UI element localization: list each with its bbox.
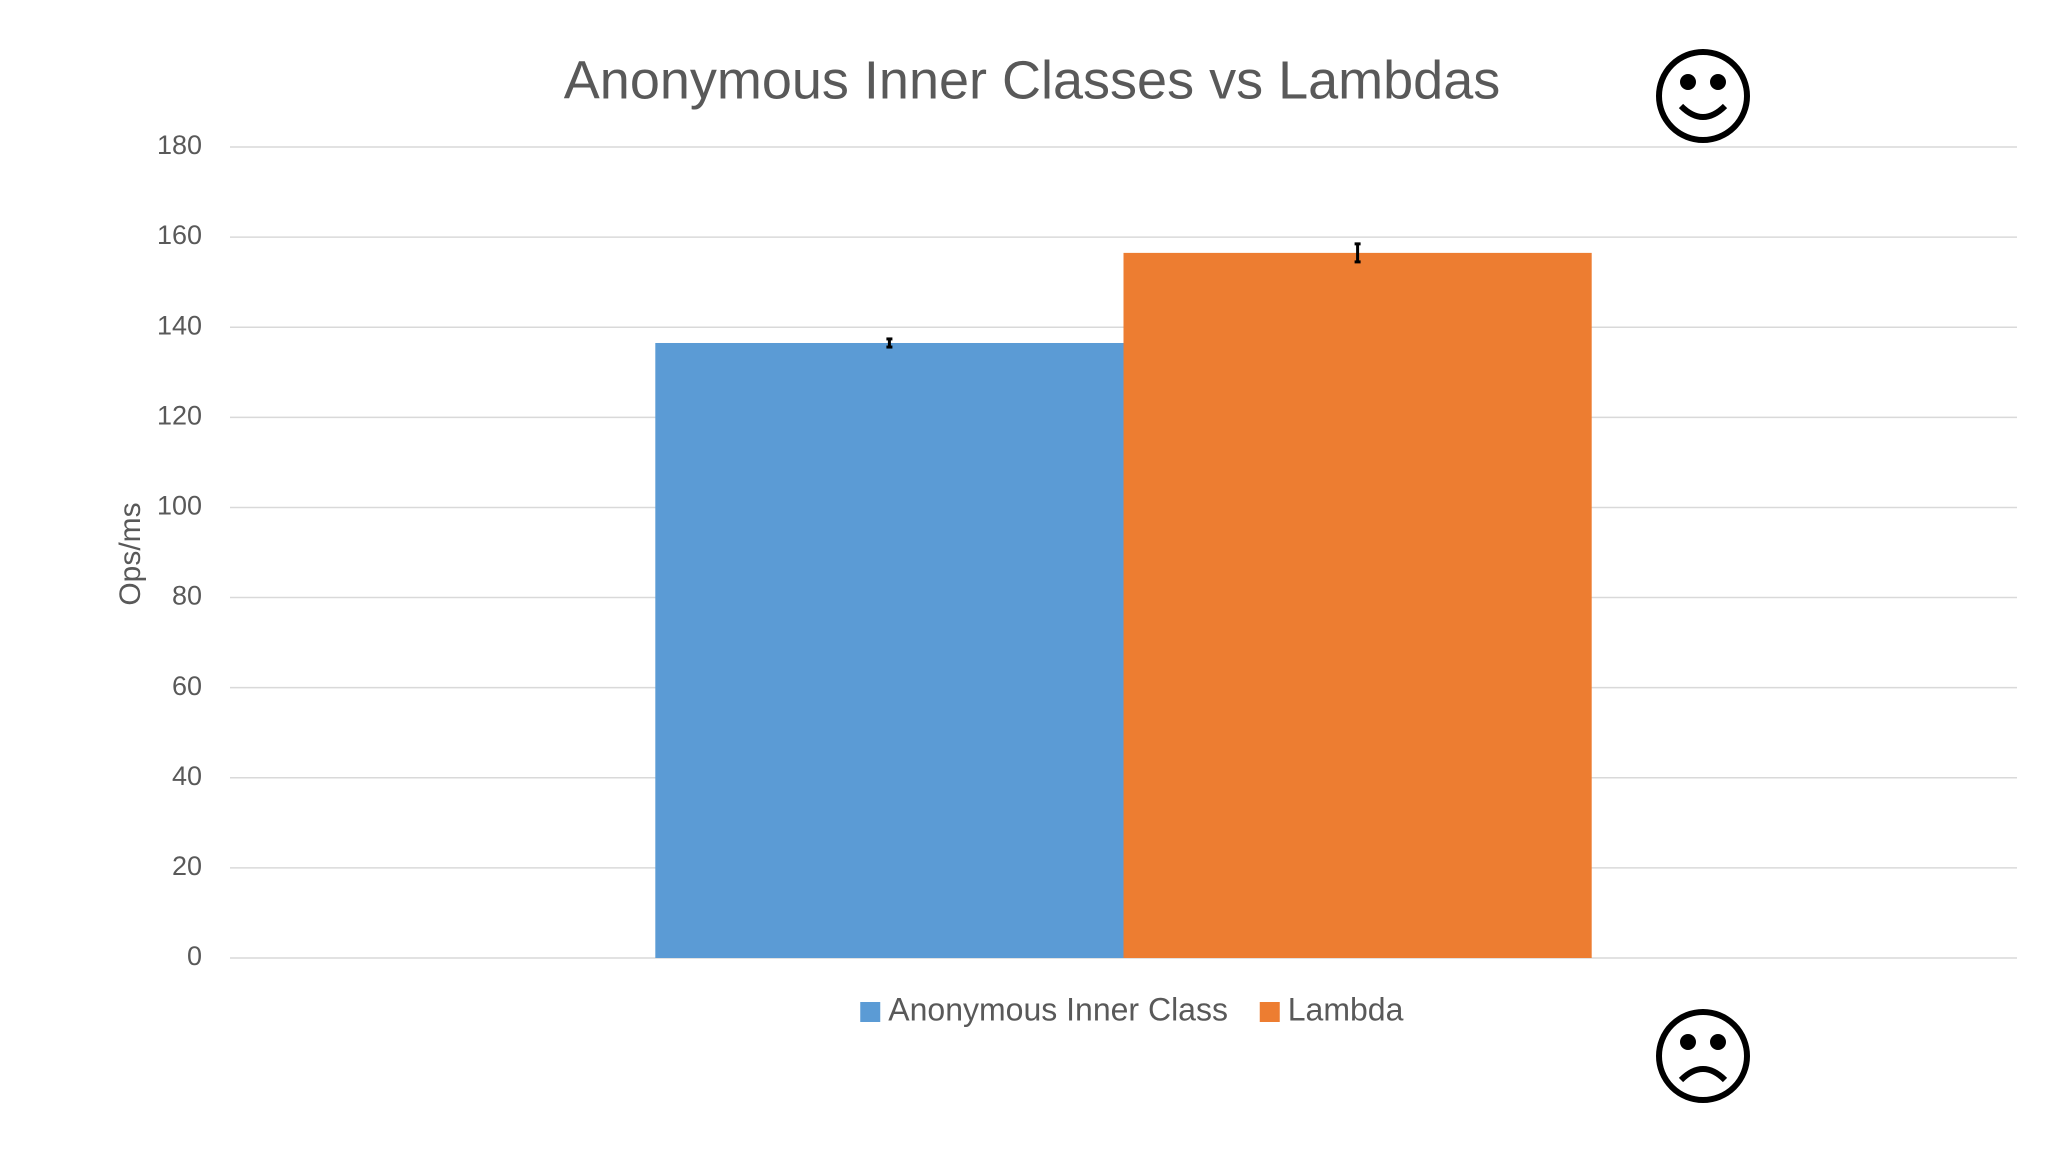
legend-swatch <box>1259 1002 1280 1022</box>
error-bar <box>886 337 893 349</box>
frowny-face <box>1656 1009 1750 1103</box>
y-tick-label: 140 <box>157 310 202 340</box>
smiley-face <box>1656 49 1750 143</box>
y-tick-label: 160 <box>157 220 202 250</box>
legend-label: Anonymous Inner Class <box>888 991 1228 1027</box>
y-tick-label: 60 <box>172 671 202 701</box>
y-axis-label: Ops/ms <box>114 502 147 605</box>
y-tick-label: 120 <box>157 400 202 430</box>
bar <box>655 342 1124 958</box>
y-tick-label: 20 <box>172 851 202 881</box>
chart-title: Anonymous Inner Classes vs Lambdas <box>564 50 1500 110</box>
legend-label: Lambda <box>1288 991 1404 1027</box>
bar <box>1123 252 1592 958</box>
y-tick-label: 80 <box>172 581 202 611</box>
legend-swatch <box>860 1002 881 1022</box>
y-tick-label: 180 <box>157 130 202 160</box>
y-tick-label: 40 <box>172 761 202 791</box>
y-tick-label: 0 <box>187 941 202 971</box>
error-bar <box>1354 242 1361 264</box>
y-tick-label: 100 <box>157 491 202 521</box>
